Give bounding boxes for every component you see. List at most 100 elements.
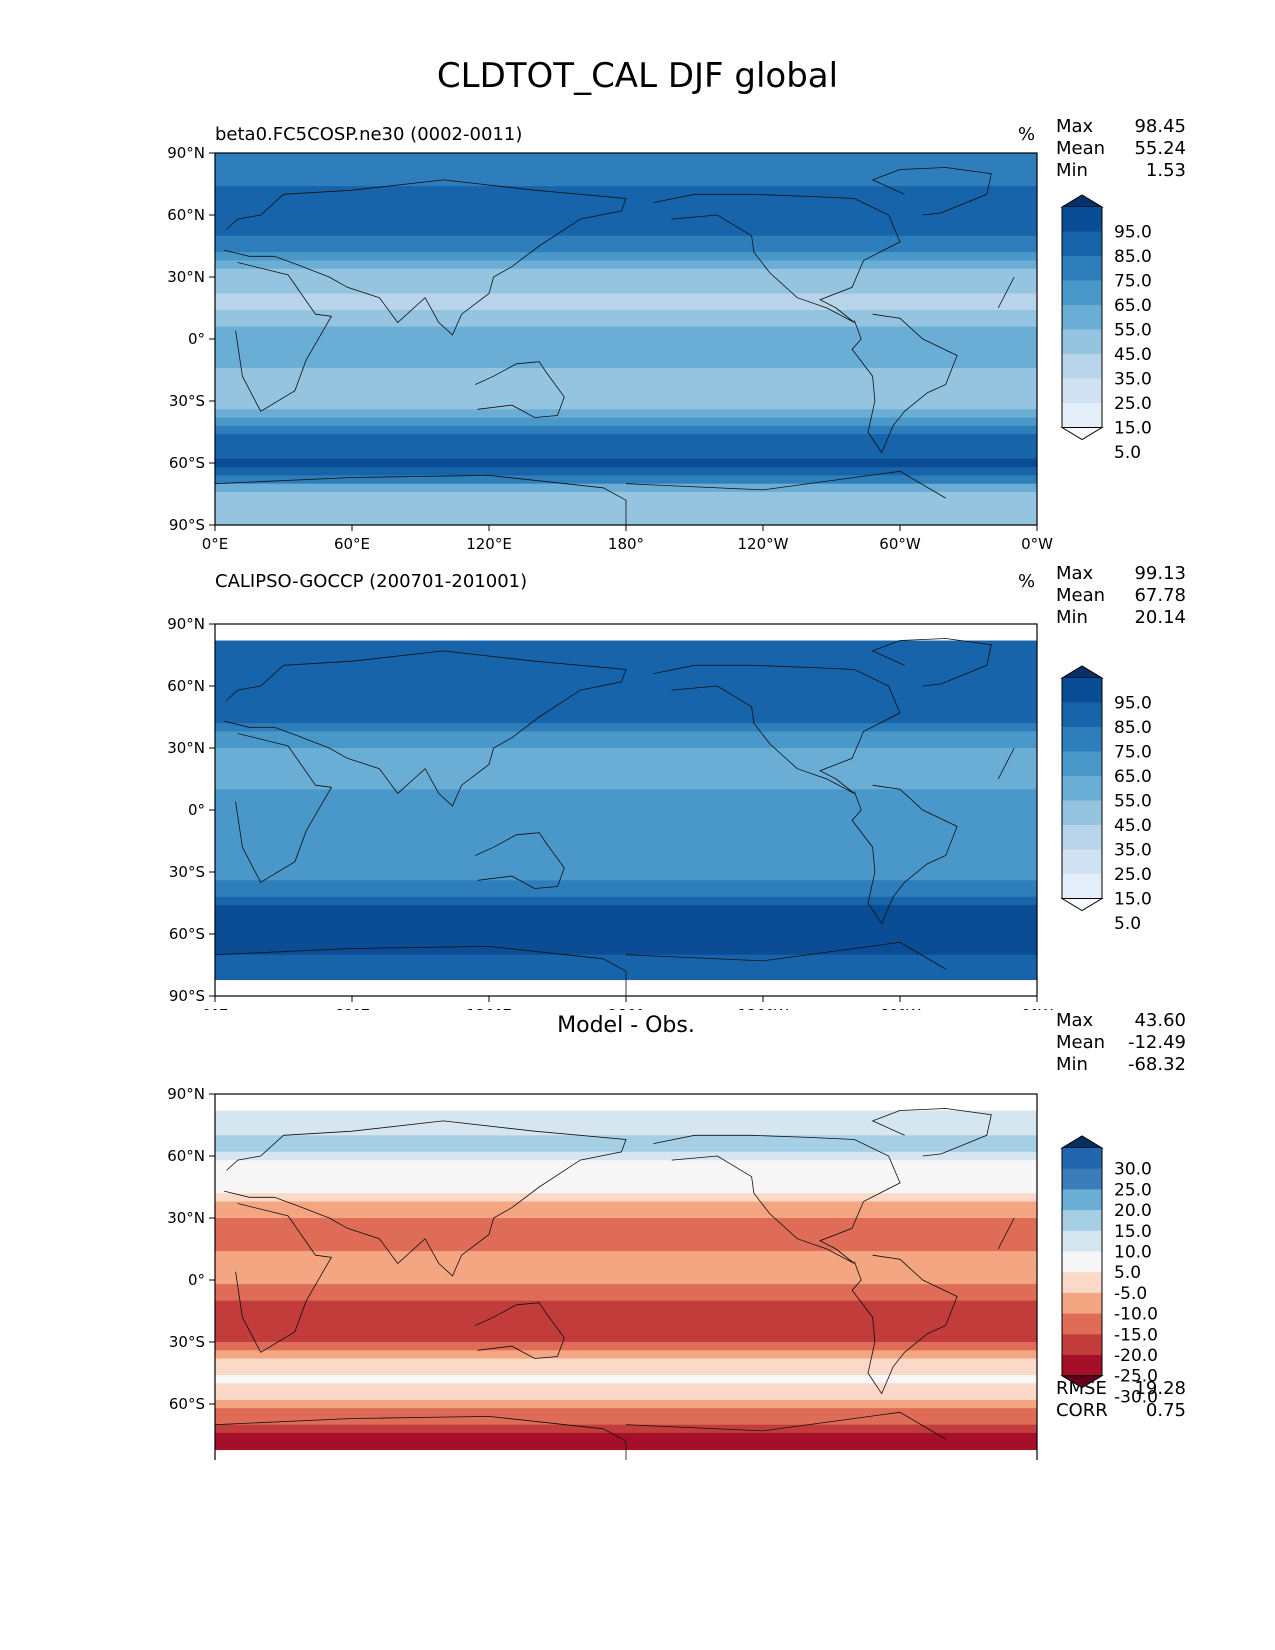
stat-value: 43.60: [1134, 1010, 1186, 1031]
data-band: [215, 1275, 1037, 1285]
data-band: [215, 1399, 1037, 1409]
stat-value: 67.78: [1134, 585, 1186, 606]
data-band: [215, 1160, 1037, 1169]
y-tick-label: 90°N: [167, 615, 205, 633]
colorbar-label: 75.0: [1114, 743, 1152, 763]
stat-value: 1.53: [1145, 160, 1186, 181]
data-band: [215, 657, 1037, 666]
data-band: [215, 681, 1037, 691]
data-band: [215, 169, 1037, 179]
coastline: [214, 470, 946, 525]
x-tick-label: 180°: [608, 535, 644, 553]
data-band: [215, 1358, 1037, 1368]
figure-title: CLDTOT_CAL DJF global: [436, 56, 839, 96]
y-tick-label: 90°N: [167, 1085, 205, 1103]
data-band: [215, 921, 1037, 931]
coastline: [851, 313, 958, 454]
data-band: [215, 863, 1037, 873]
colorbar-segment: [1062, 1313, 1102, 1335]
data-band: [215, 252, 1037, 262]
data-band: [215, 1333, 1037, 1343]
colorbar-label: -25.0: [1114, 1367, 1158, 1387]
data-band: [215, 293, 1037, 303]
data-band: [215, 938, 1037, 947]
coastline: [653, 664, 901, 794]
colorbar-label: 30.0: [1114, 1160, 1152, 1180]
x-tick-label: 120°E: [466, 1006, 512, 1010]
colorbar-label: 15.0: [1114, 1222, 1152, 1242]
data-band: [215, 442, 1037, 452]
data-band: [215, 880, 1037, 890]
colorbar-label: -30.0: [1114, 1387, 1158, 1407]
data-band: [215, 954, 1037, 964]
data-band: [215, 434, 1037, 443]
data-band: [215, 838, 1037, 848]
colorbar-segment: [1062, 1189, 1102, 1211]
data-band: [215, 698, 1037, 708]
y-tick-label: 60°S: [169, 1395, 205, 1413]
data-band: [215, 376, 1037, 386]
panel-test-model: beta0.FC5COSP.ne30 (0002-0011) % Max 98.4…: [0, 0, 1275, 553]
data-band: [215, 830, 1037, 840]
colorbar-segment: [1062, 874, 1102, 899]
colorbar-segment: [1062, 280, 1102, 306]
y-tick-label: 60°N: [167, 206, 205, 224]
data-band: [215, 417, 1037, 427]
y-tick-label: 60°S: [169, 454, 205, 472]
colorbar-label: 75.0: [1114, 272, 1152, 292]
data-band: [215, 888, 1037, 898]
x-tick-label: 120°E: [466, 535, 512, 553]
data-band: [215, 1292, 1037, 1302]
colorbar-label: 35.0: [1114, 370, 1152, 390]
coastline: [851, 784, 958, 925]
colorbar: 30.025.020.015.010.05.0-5.0-10.0-15.0-20…: [1060, 1135, 1158, 1407]
stat-label: Mean: [1056, 585, 1106, 606]
colorbar-segment: [1062, 1168, 1102, 1190]
data-band: [215, 739, 1037, 749]
data-band: [215, 764, 1037, 774]
data-band: [215, 896, 1037, 906]
data-band: [215, 227, 1037, 237]
data-band: [215, 1127, 1037, 1136]
stat-label: Min: [1056, 607, 1088, 628]
colorbar-label: 15.0: [1114, 419, 1152, 439]
colorbar-segment: [1062, 825, 1102, 850]
data-band: [215, 847, 1037, 857]
stat-label: Max: [1056, 563, 1094, 584]
data-band: [215, 1366, 1037, 1376]
colorbar-label: 65.0: [1114, 296, 1152, 316]
data-band: [215, 425, 1037, 435]
data-band: [215, 334, 1037, 344]
colorbar-segment: [1062, 849, 1102, 875]
data-band: [215, 243, 1037, 253]
data-band: [215, 673, 1037, 683]
units-label: %: [1018, 571, 1036, 592]
data-band: [215, 285, 1037, 295]
colorbar-extend-bottom: [1060, 898, 1104, 912]
data-band: [215, 706, 1037, 716]
x-tick-label: 0°W: [1021, 1006, 1053, 1010]
data-band: [215, 1391, 1037, 1401]
y-tick-label: 30°S: [169, 1333, 205, 1351]
map-2: 90°N60°N30°N0°30°S60°S90°S0°E60°E120°E18…: [167, 1085, 1038, 1460]
data-band: [215, 202, 1037, 212]
data-band: [215, 1209, 1037, 1219]
data-band: [215, 318, 1037, 328]
data-band: [215, 690, 1037, 699]
y-tick-label: 0°: [188, 1271, 205, 1289]
colorbar-outline: [1061, 207, 1103, 428]
y-tick-label: 90°S: [169, 987, 205, 1005]
y-tick-label: 30°N: [167, 1209, 205, 1227]
coastline: [871, 1108, 992, 1157]
colorbar-segment: [1062, 403, 1102, 428]
data-band: [215, 1317, 1037, 1327]
stat-value: -68.32: [1127, 1054, 1186, 1075]
colorbar-segment: [1062, 1292, 1102, 1315]
panel-title: Model - Obs.: [557, 1013, 695, 1038]
colorbar-segment: [1062, 678, 1102, 703]
data-band: [215, 260, 1037, 270]
data-band: [215, 789, 1037, 799]
data-band: [215, 913, 1037, 923]
colorbar-extend-top: [1060, 1135, 1104, 1149]
colorbar-label: -20.0: [1114, 1346, 1158, 1366]
